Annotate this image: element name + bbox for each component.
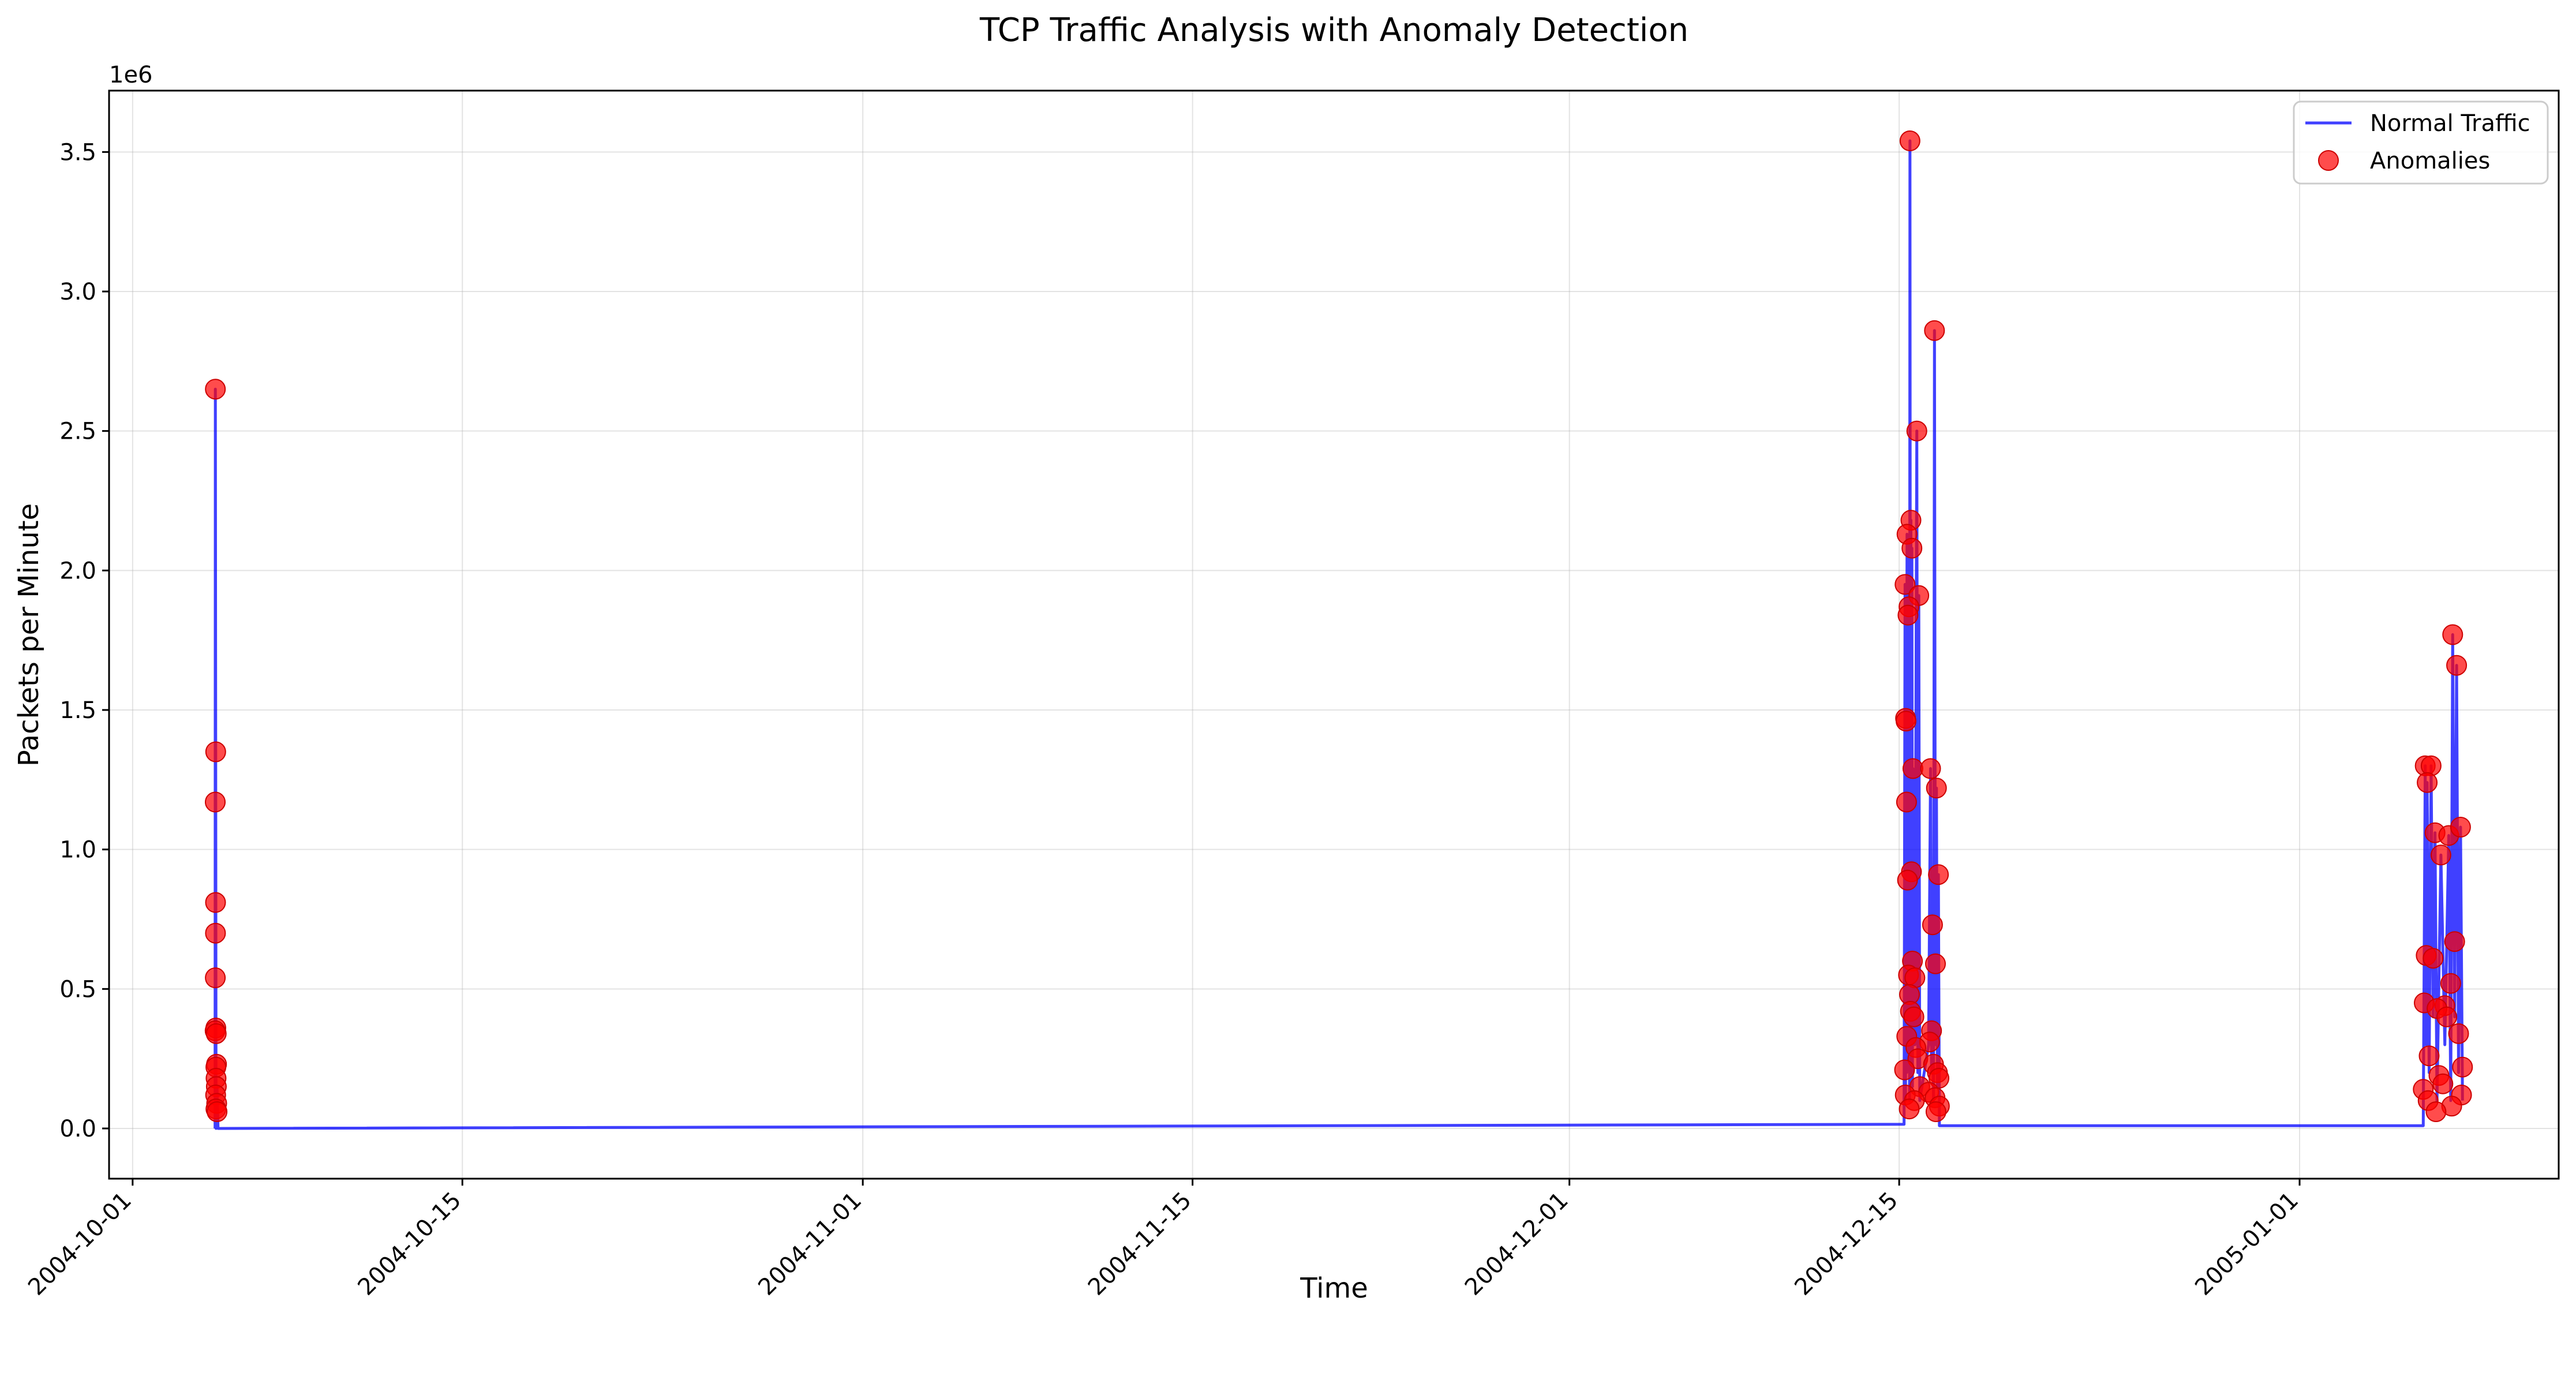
legend-label-anomalies: Anomalies [2370,148,2490,174]
anomaly-point [2418,1045,2440,1067]
anomaly-point [2423,948,2444,969]
anomaly-point [1929,1068,1949,1089]
anomaly-point [205,892,226,913]
chart-title: TCP Traffic Analysis with Anomaly Detect… [979,12,1688,49]
anomaly-point [1894,1059,1915,1081]
anomaly-point [205,741,226,762]
legend-label-normal-traffic: Normal Traffic [2370,110,2530,137]
legend-marker-swatch [2318,150,2339,171]
y-tick-label: 2.0 [59,558,96,584]
anomaly-point [1928,864,1949,885]
grid [109,91,2559,1179]
legend: Normal Traffic Anomalies [2293,100,2549,185]
anomaly-point [1920,758,1941,779]
legend-box [2293,100,2549,185]
plot-area [204,130,2473,1130]
anomaly-point [2436,1006,2458,1027]
anomaly-point [2432,1073,2454,1094]
anomaly-point [205,922,226,944]
anomaly-point [1925,1101,1946,1122]
anomaly-point [205,1023,227,1044]
y-tick-label: 1.5 [59,697,96,724]
anomaly-point [1922,914,1943,936]
anomaly-point [1926,778,1947,799]
anomaly-point [1896,791,1917,813]
anomaly-point [1897,604,1919,626]
y-axis-offset-label: 1e6 [109,62,153,88]
anomaly-point [2450,817,2471,838]
y-tick-label: 0.0 [59,1116,96,1142]
anomaly-point [205,791,226,813]
anomaly-point [2425,1101,2447,1122]
y-tick-label: 3.0 [59,279,96,305]
anomaly-point [1903,1006,1924,1027]
anomaly-point [2442,624,2463,645]
anomaly-point [2452,1056,2473,1078]
anomaly-point [1925,953,1946,974]
anomaly-point [2444,931,2465,952]
anomaly-point [1924,320,1945,341]
anomaly-point [1902,758,1923,779]
y-tick-label: 3.5 [59,139,96,166]
anomaly-point [2430,844,2451,866]
y-axis: 0.0 0.5 1.0 1.5 2.0 2.5 3.0 3.5 [59,139,109,1142]
anomaly-point [207,1101,228,1122]
anomaly-point [2448,1023,2469,1044]
anomaly-point [1897,869,1918,891]
anomaly-point [1899,130,1920,151]
anomaly-point [205,379,226,400]
y-tick-label: 2.5 [59,418,96,445]
y-tick-label: 0.5 [59,976,96,1003]
anomaly-point [2417,772,2438,793]
anomaly-point [1894,574,1916,595]
anomaly-point [205,967,226,988]
anomaly-point [1906,420,1927,442]
y-tick-label: 1.0 [59,837,96,864]
anomaly-point [1896,711,1916,732]
anomaly-point [2440,973,2461,994]
anomaly-point [1901,537,1923,559]
y-axis-label: Packets per Minute [13,503,45,767]
plot-frame [108,89,2560,1180]
anomaly-point [2446,655,2468,676]
anomaly-point [1899,1098,1920,1120]
x-axis-label: Time [1300,1272,1368,1304]
